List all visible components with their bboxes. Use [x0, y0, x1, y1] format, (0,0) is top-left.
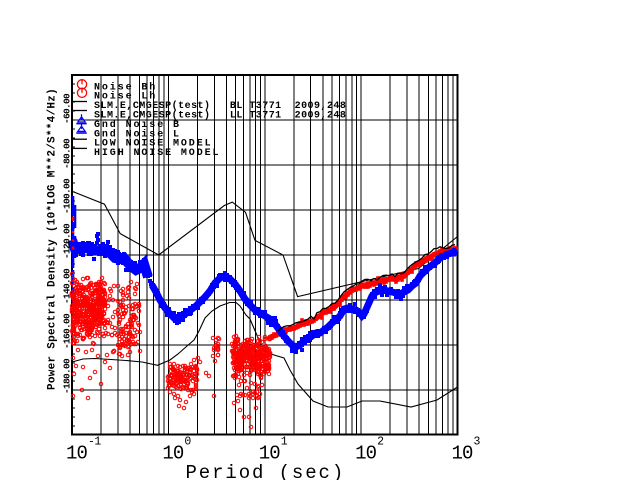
svg-text:-60.00: -60.00: [62, 93, 73, 124]
svg-text:-140.00: -140.00: [62, 268, 73, 304]
svg-text:-100.00: -100.00: [62, 178, 73, 214]
svg-text:10: 10: [162, 443, 184, 465]
svg-text:10: 10: [259, 443, 281, 465]
svg-text:10: 10: [66, 443, 88, 465]
svg-text:Noise Bh: Noise Bh: [94, 81, 157, 93]
svg-text:10: 10: [451, 443, 473, 465]
svg-text:HIGH NOISE MODEL: HIGH NOISE MODEL: [94, 148, 220, 159]
svg-text:SLM.E,CMGESP(test) BL T3771: SLM.E,CMGESP(test) BL T3771 2009,248: [94, 100, 346, 112]
svg-text:Noise Lh: Noise Lh: [94, 91, 157, 103]
svg-text:-160.00: -160.00: [62, 313, 73, 349]
svg-text:-1: -1: [88, 436, 101, 449]
svg-text:0: 0: [184, 436, 191, 449]
svg-text:3: 3: [474, 436, 481, 449]
svg-text:SLM.E,CMGESP(test) LL T3771: SLM.E,CMGESP(test) LL T3771 2009,248: [94, 110, 346, 122]
svg-text:Gnd Noise B: Gnd Noise B: [94, 119, 181, 131]
svg-text:1: 1: [281, 436, 288, 449]
svg-text:-120.00: -120.00: [62, 223, 73, 259]
svg-text:Gnd Noise L: Gnd Noise L: [94, 128, 181, 140]
svg-text:Power Spectral Density (10*LOG: Power Spectral Density (10*LOG M**2/S**4…: [47, 88, 59, 390]
svg-text:-180.00: -180.00: [62, 358, 73, 394]
svg-text:Period (sec): Period (sec): [186, 462, 346, 480]
svg-text:10: 10: [355, 443, 377, 465]
svg-text:LOW NOISE MODEL: LOW NOISE MODEL: [94, 139, 213, 150]
svg-text:-80.00: -80.00: [62, 138, 73, 169]
svg-text:2: 2: [377, 436, 384, 449]
